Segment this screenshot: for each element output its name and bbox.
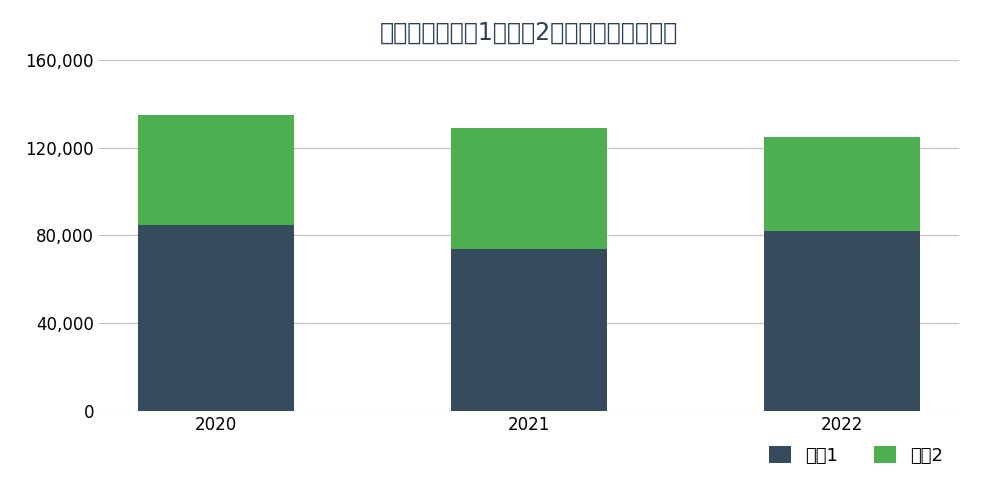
Title: 所有工厂的范围1和范围2年度二氧化碳排放量: 所有工厂的范围1和范围2年度二氧化碳排放量 xyxy=(380,20,678,44)
Bar xyxy=(451,128,607,248)
Bar xyxy=(138,224,295,411)
Bar xyxy=(451,248,607,411)
Legend: 范围1, 范围2: 范围1, 范围2 xyxy=(762,439,950,472)
Bar xyxy=(138,115,295,224)
Bar xyxy=(764,231,920,411)
Bar xyxy=(764,137,920,231)
